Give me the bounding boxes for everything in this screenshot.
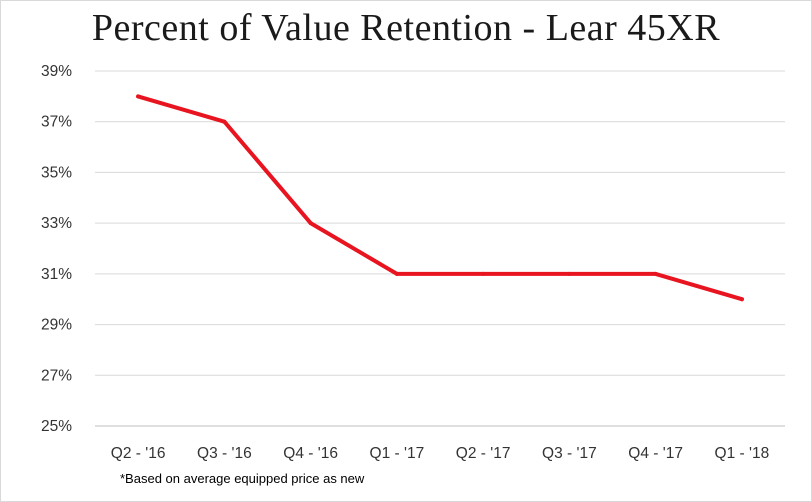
x-tick-label: Q1 - '18 (715, 445, 770, 462)
x-tick-label: Q3 - '17 (542, 445, 597, 462)
y-tick-label: 25% (41, 418, 72, 435)
y-tick-label: 39% (41, 63, 72, 80)
gridlines (95, 70, 785, 427)
data-point (739, 297, 744, 302)
x-tick-label: Q3 - '16 (197, 445, 252, 462)
data-point (394, 271, 399, 276)
y-tick-label: 31% (41, 266, 72, 283)
y-tick-label: 27% (41, 367, 72, 384)
data-point (653, 271, 658, 276)
y-tick-label: 35% (41, 164, 72, 181)
x-tick-label: Q1 - '17 (370, 445, 425, 462)
data-point (222, 119, 227, 124)
x-tick-label: Q2 - '16 (111, 445, 166, 462)
y-tick-label: 37% (41, 114, 72, 131)
x-tick-label: Q2 - '17 (456, 445, 511, 462)
x-axis-tick-labels: Q2 - '16 Q3 - '16 Q4 - '16 Q1 - '17 Q2 - '17… (111, 445, 769, 462)
chart-title: Percent of Value Retention - Lear 45XR (91, 7, 721, 49)
y-axis-tick-labels: 25% 27% 29% 31% 33% 35% 37% 39% (41, 63, 72, 435)
series-group (136, 94, 744, 302)
chart-footnote: *Based on average equipped price as new (120, 471, 365, 486)
y-tick-label: 29% (41, 317, 72, 334)
y-tick-label: 33% (41, 215, 72, 232)
x-tick-label: Q4 - '17 (628, 445, 683, 462)
x-tick-label: Q4 - '16 (283, 445, 338, 462)
series-line (136, 94, 744, 302)
data-point (136, 94, 141, 99)
data-point (481, 271, 486, 276)
data-point (567, 271, 572, 276)
data-point (308, 221, 313, 226)
